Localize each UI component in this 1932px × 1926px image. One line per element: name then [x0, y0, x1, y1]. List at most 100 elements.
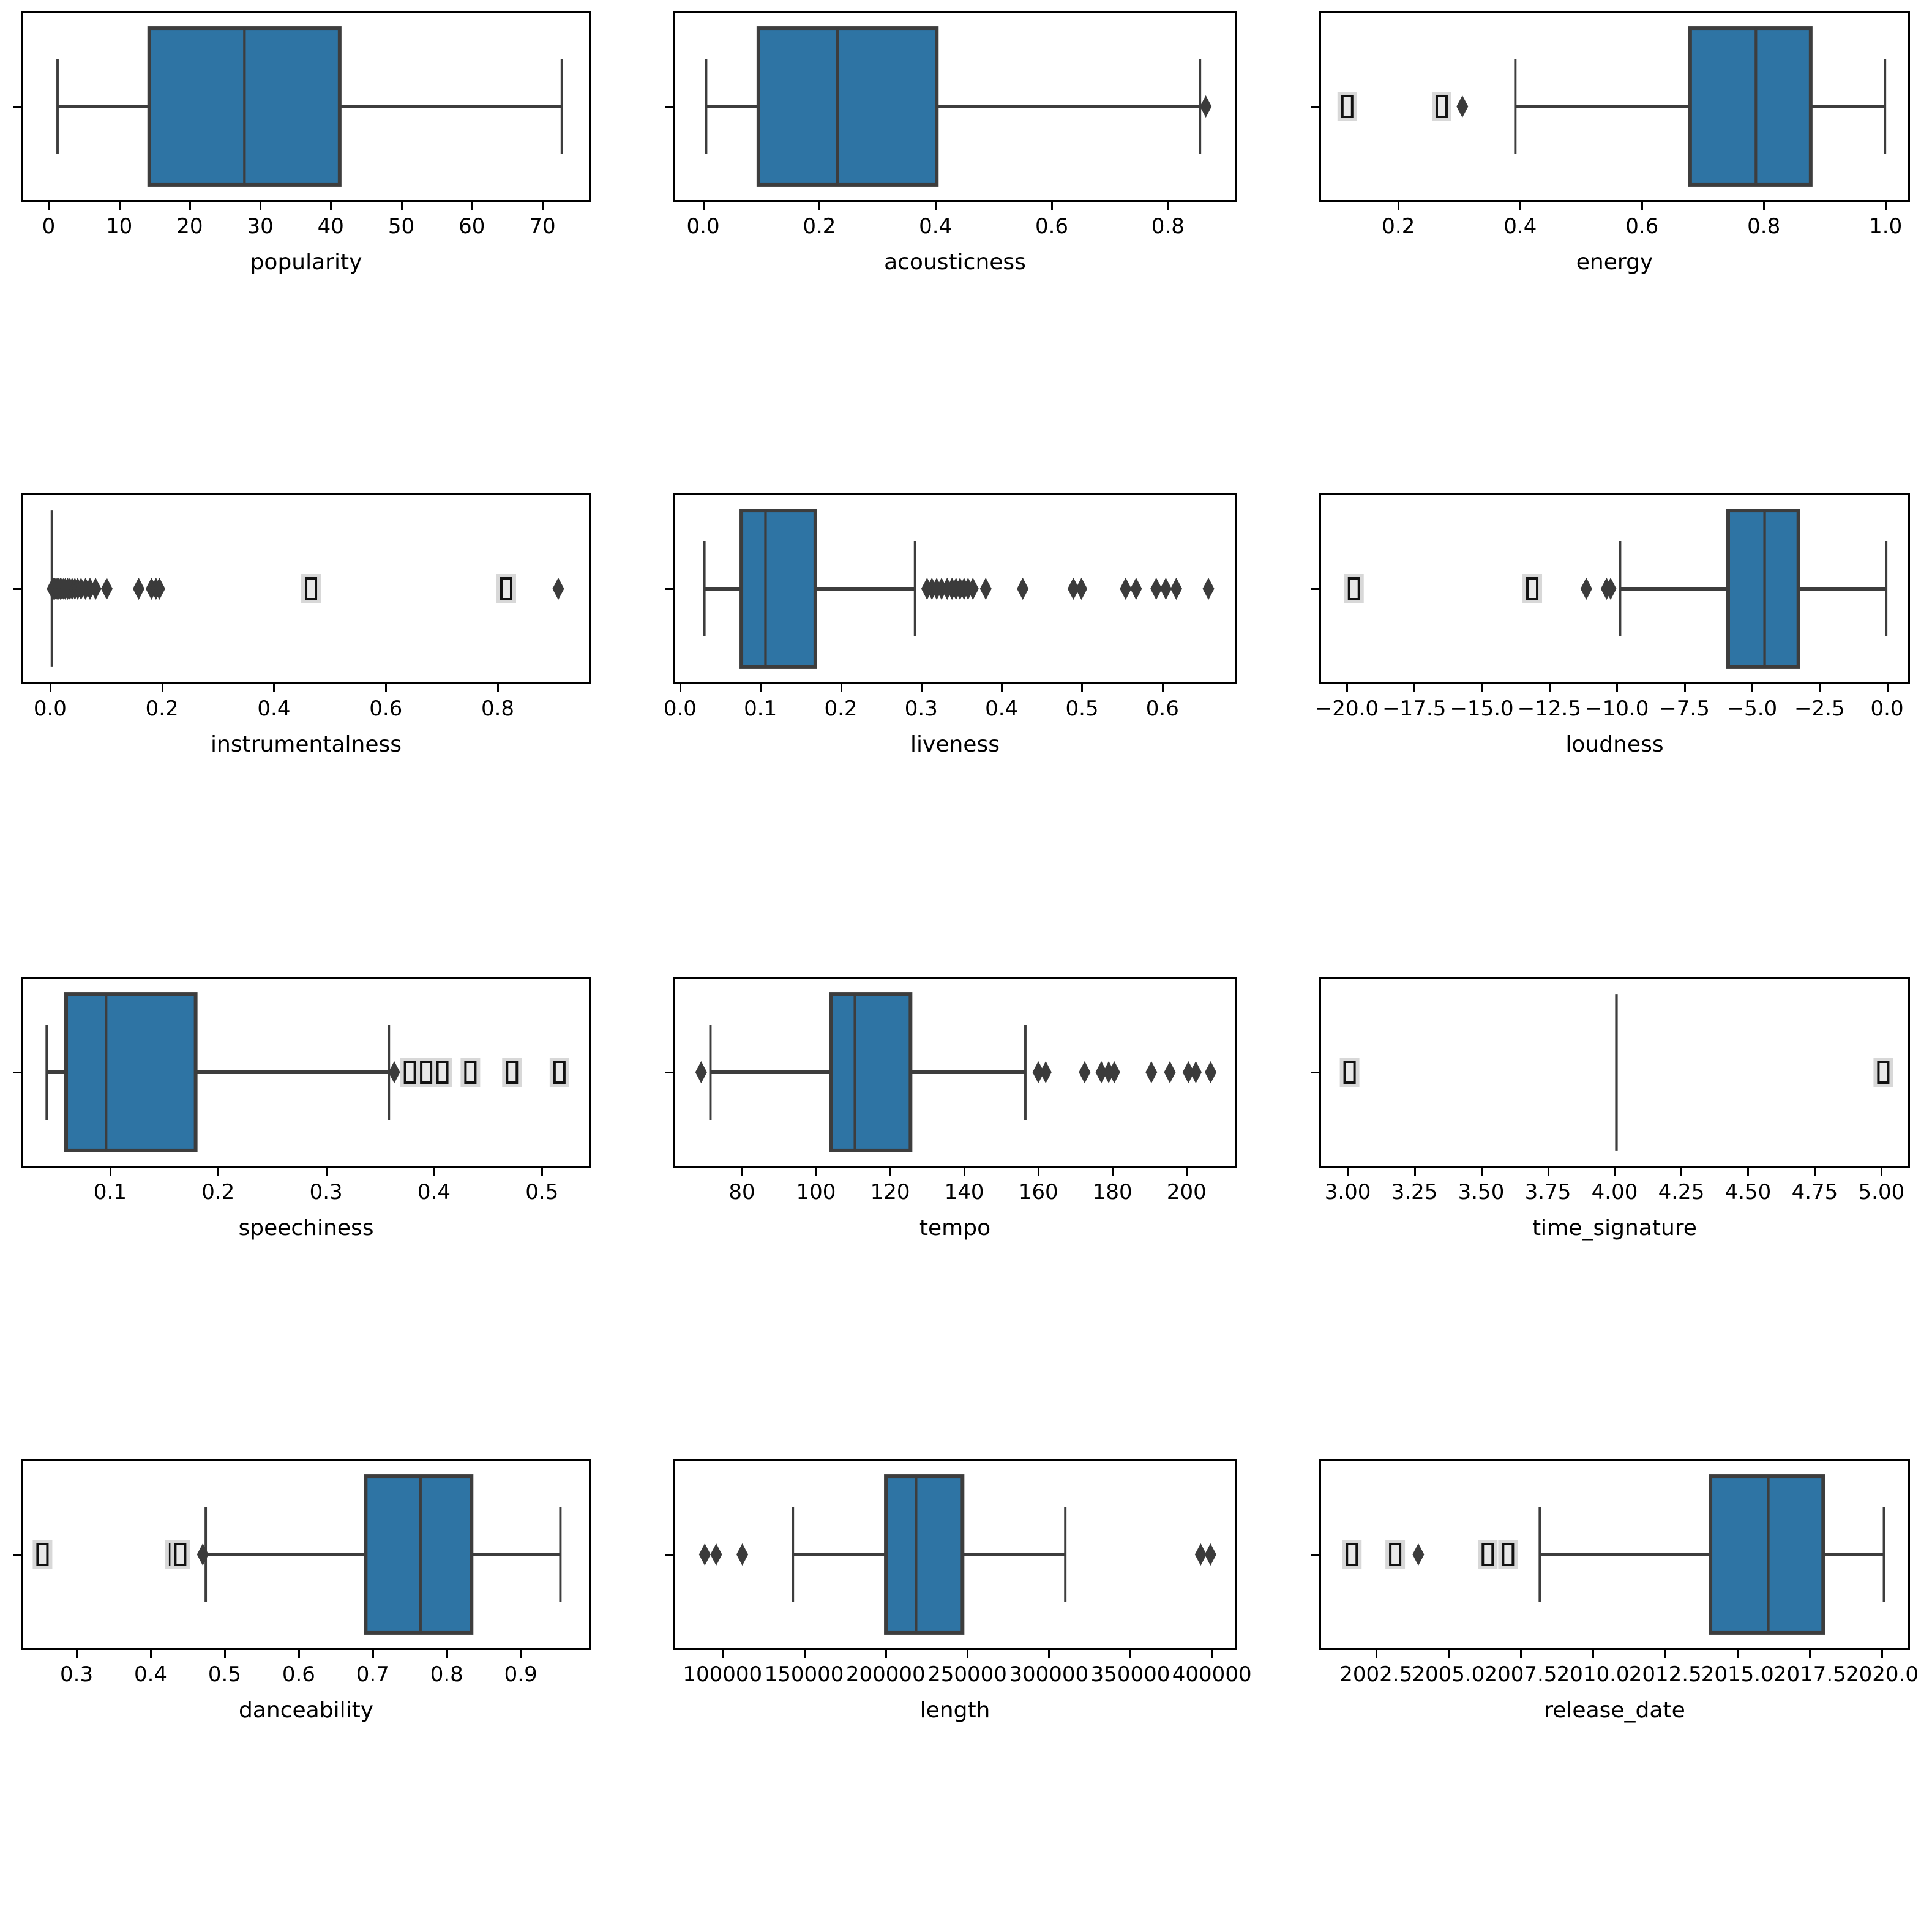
x-tick-mark: [1809, 1650, 1811, 1658]
x-tick-label: 70: [529, 214, 556, 239]
x-tick-mark: [702, 202, 705, 210]
x-tick-label: 160: [1018, 1180, 1058, 1204]
x-tick-mark: [1038, 1168, 1040, 1176]
x-tick-mark: [189, 202, 191, 210]
x-axis-label-time_signature: time_signature: [1532, 1215, 1697, 1241]
x-tick-mark: [722, 1650, 724, 1658]
x-tick-label: −20.0: [1314, 696, 1379, 721]
x-tick-mark: [1885, 202, 1887, 210]
x-tick-mark: [966, 1650, 968, 1658]
x-tick-label: 0.8: [481, 696, 515, 721]
x-tick-mark: [1547, 1168, 1549, 1176]
axes-frame-tempo: [673, 977, 1237, 1168]
x-tick-mark: [1398, 202, 1400, 210]
x-tick-label: 40: [317, 214, 344, 239]
x-tick-mark: [48, 202, 50, 210]
x-tick-mark: [1112, 1168, 1114, 1176]
x-tick-label: 0.2: [201, 1180, 235, 1204]
x-tick-label: 4.00: [1591, 1180, 1638, 1204]
x-tick-mark: [1375, 1650, 1377, 1658]
x-tick-mark: [223, 1650, 226, 1658]
x-tick-mark: [1001, 684, 1003, 692]
x-tick-label: 20: [176, 214, 203, 239]
axes-frame-instrumentalness: [21, 493, 591, 684]
x-tick-mark: [1161, 684, 1164, 692]
x-tick-label: 0.6: [1625, 214, 1659, 239]
axes-frame-popularity: [21, 11, 591, 202]
x-tick-mark: [1641, 202, 1644, 210]
x-tick-mark: [1081, 684, 1084, 692]
x-tick-label: 0.6: [1145, 696, 1179, 721]
x-tick-label: 250000: [927, 1662, 1007, 1687]
x-tick-label: 0.6: [369, 696, 403, 721]
x-tick-mark: [1186, 1168, 1188, 1176]
y-tick-mark: [665, 1072, 673, 1073]
x-tick-label: 0.3: [60, 1662, 94, 1687]
axes-frame-loudness: [1319, 493, 1910, 684]
x-tick-mark: [889, 1168, 892, 1176]
x-tick-label: 5.00: [1858, 1180, 1905, 1204]
x-tick-label: −5.0: [1726, 696, 1778, 721]
x-tick-mark: [1519, 1650, 1522, 1658]
axes-frame-liveness: [673, 493, 1237, 684]
x-tick-label: 2017.5: [1773, 1662, 1846, 1687]
x-tick-label: 0.1: [93, 1180, 127, 1204]
x-tick-label: 3.00: [1324, 1180, 1371, 1204]
x-tick-label: 0.4: [919, 214, 953, 239]
x-tick-label: 0.6: [1035, 214, 1069, 239]
x-tick-mark: [920, 684, 923, 692]
y-tick-mark: [1311, 1554, 1319, 1556]
x-tick-mark: [150, 1650, 152, 1658]
x-tick-label: 4.75: [1791, 1180, 1838, 1204]
y-tick-mark: [665, 106, 673, 108]
x-tick-mark: [1886, 684, 1889, 692]
x-tick-label: −17.5: [1382, 696, 1447, 721]
x-tick-mark: [935, 202, 937, 210]
x-tick-mark: [1129, 1650, 1132, 1658]
x-tick-label: 0.4: [1503, 214, 1537, 239]
x-tick-label: 2007.5: [1484, 1662, 1557, 1687]
x-tick-mark: [471, 202, 473, 210]
x-axis-label-tempo: tempo: [919, 1215, 991, 1241]
x-tick-label: 10: [106, 214, 133, 239]
x-tick-label: 0.2: [145, 696, 179, 721]
x-tick-mark: [1592, 1650, 1595, 1658]
x-tick-mark: [433, 1168, 435, 1176]
axes-frame-danceability: [21, 1459, 591, 1650]
x-tick-label: 0.0: [663, 696, 697, 721]
y-tick-mark: [1311, 106, 1319, 108]
x-tick-label: 1.0: [1869, 214, 1903, 239]
y-tick-mark: [13, 1072, 21, 1073]
x-tick-mark: [1413, 684, 1416, 692]
x-tick-mark: [1346, 684, 1348, 692]
x-tick-label: 60: [459, 214, 485, 239]
x-tick-mark: [1814, 1168, 1816, 1176]
x-tick-mark: [1211, 1650, 1213, 1658]
x-tick-mark: [118, 202, 121, 210]
x-tick-mark: [260, 202, 262, 210]
x-tick-mark: [815, 1168, 817, 1176]
x-tick-label: 0.5: [1065, 696, 1099, 721]
x-tick-mark: [1048, 1650, 1050, 1658]
y-tick-mark: [13, 106, 21, 108]
x-tick-mark: [1347, 1168, 1349, 1176]
x-tick-mark: [1751, 684, 1753, 692]
x-tick-mark: [1480, 1168, 1483, 1176]
x-tick-mark: [1819, 684, 1821, 692]
x-tick-mark: [803, 1650, 806, 1658]
x-tick-mark: [520, 1650, 522, 1658]
x-tick-mark: [1413, 1168, 1416, 1176]
x-tick-label: 140: [944, 1180, 984, 1204]
x-tick-mark: [497, 684, 500, 692]
x-axis-label-speechiness: speechiness: [238, 1215, 374, 1241]
x-axis-label-liveness: liveness: [910, 732, 1000, 757]
x-tick-label: 3.50: [1458, 1180, 1505, 1204]
x-tick-label: 30: [247, 214, 274, 239]
